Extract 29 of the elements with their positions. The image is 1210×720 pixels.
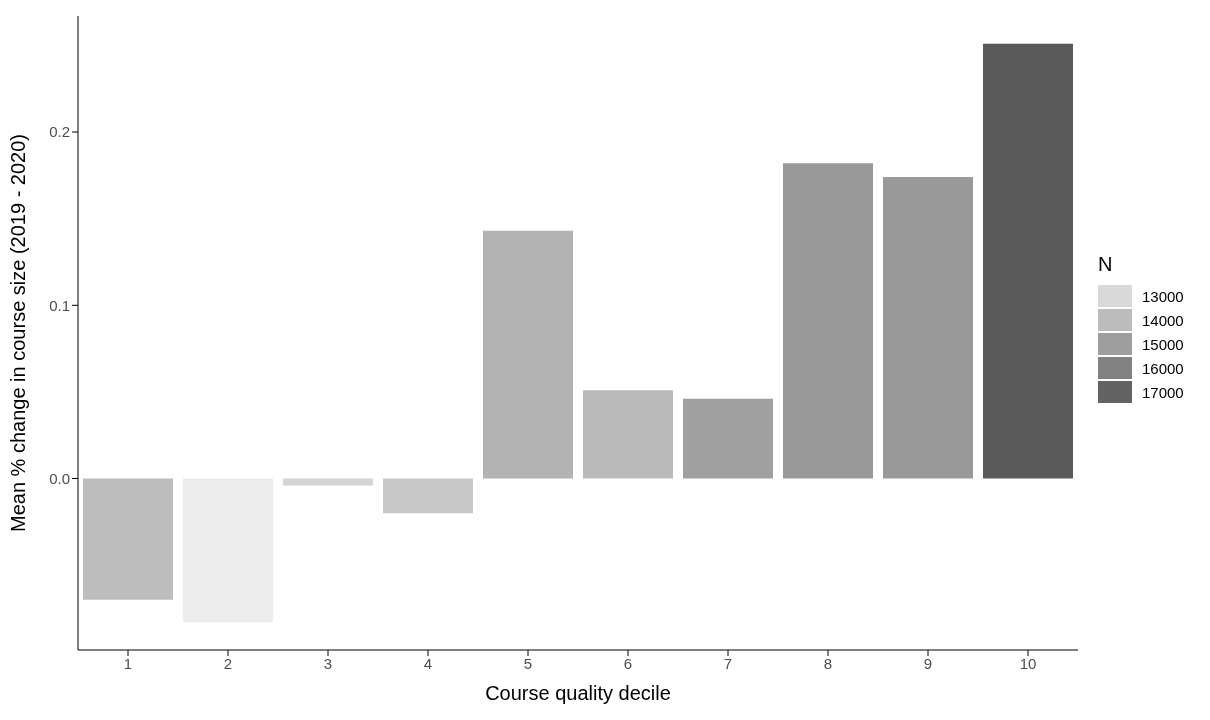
- color-bar-label: 15000: [1142, 335, 1184, 353]
- color-bar-label: 17000: [1142, 383, 1184, 401]
- x-tick-label: 7: [723, 654, 733, 672]
- color-bar-label: 14000: [1142, 311, 1184, 329]
- bar: [383, 478, 473, 514]
- x-tick-label: 10: [1019, 654, 1037, 672]
- y-tick-label: 0.1: [49, 296, 70, 314]
- y-tick-label: 0.0: [49, 469, 70, 487]
- x-tick-label: 3: [323, 654, 333, 672]
- y-tick-label: 0.2: [49, 123, 70, 141]
- color-bar-label: 16000: [1142, 359, 1184, 377]
- x-tick-label: 9: [923, 654, 933, 672]
- x-tick-label: 1: [123, 654, 133, 672]
- color-bar-title: N: [1098, 253, 1114, 276]
- x-tick-label: 4: [423, 654, 433, 672]
- x-tick-label: 8: [823, 654, 833, 672]
- color-bar-label: 13000: [1142, 287, 1184, 305]
- bar: [583, 390, 673, 479]
- x-tick-label: 2: [223, 654, 233, 672]
- bar: [483, 230, 573, 479]
- x-tick-label: 5: [523, 654, 533, 672]
- bar: [883, 177, 973, 479]
- y-axis-title: Mean % change in course size (2019 - 2020): [7, 133, 30, 533]
- x-axis-title: Course quality decile: [485, 682, 671, 704]
- bar: [83, 478, 173, 600]
- x-tick-label: 6: [623, 654, 633, 672]
- bar: [683, 398, 773, 479]
- bar: [783, 163, 873, 479]
- bar: [983, 43, 1073, 479]
